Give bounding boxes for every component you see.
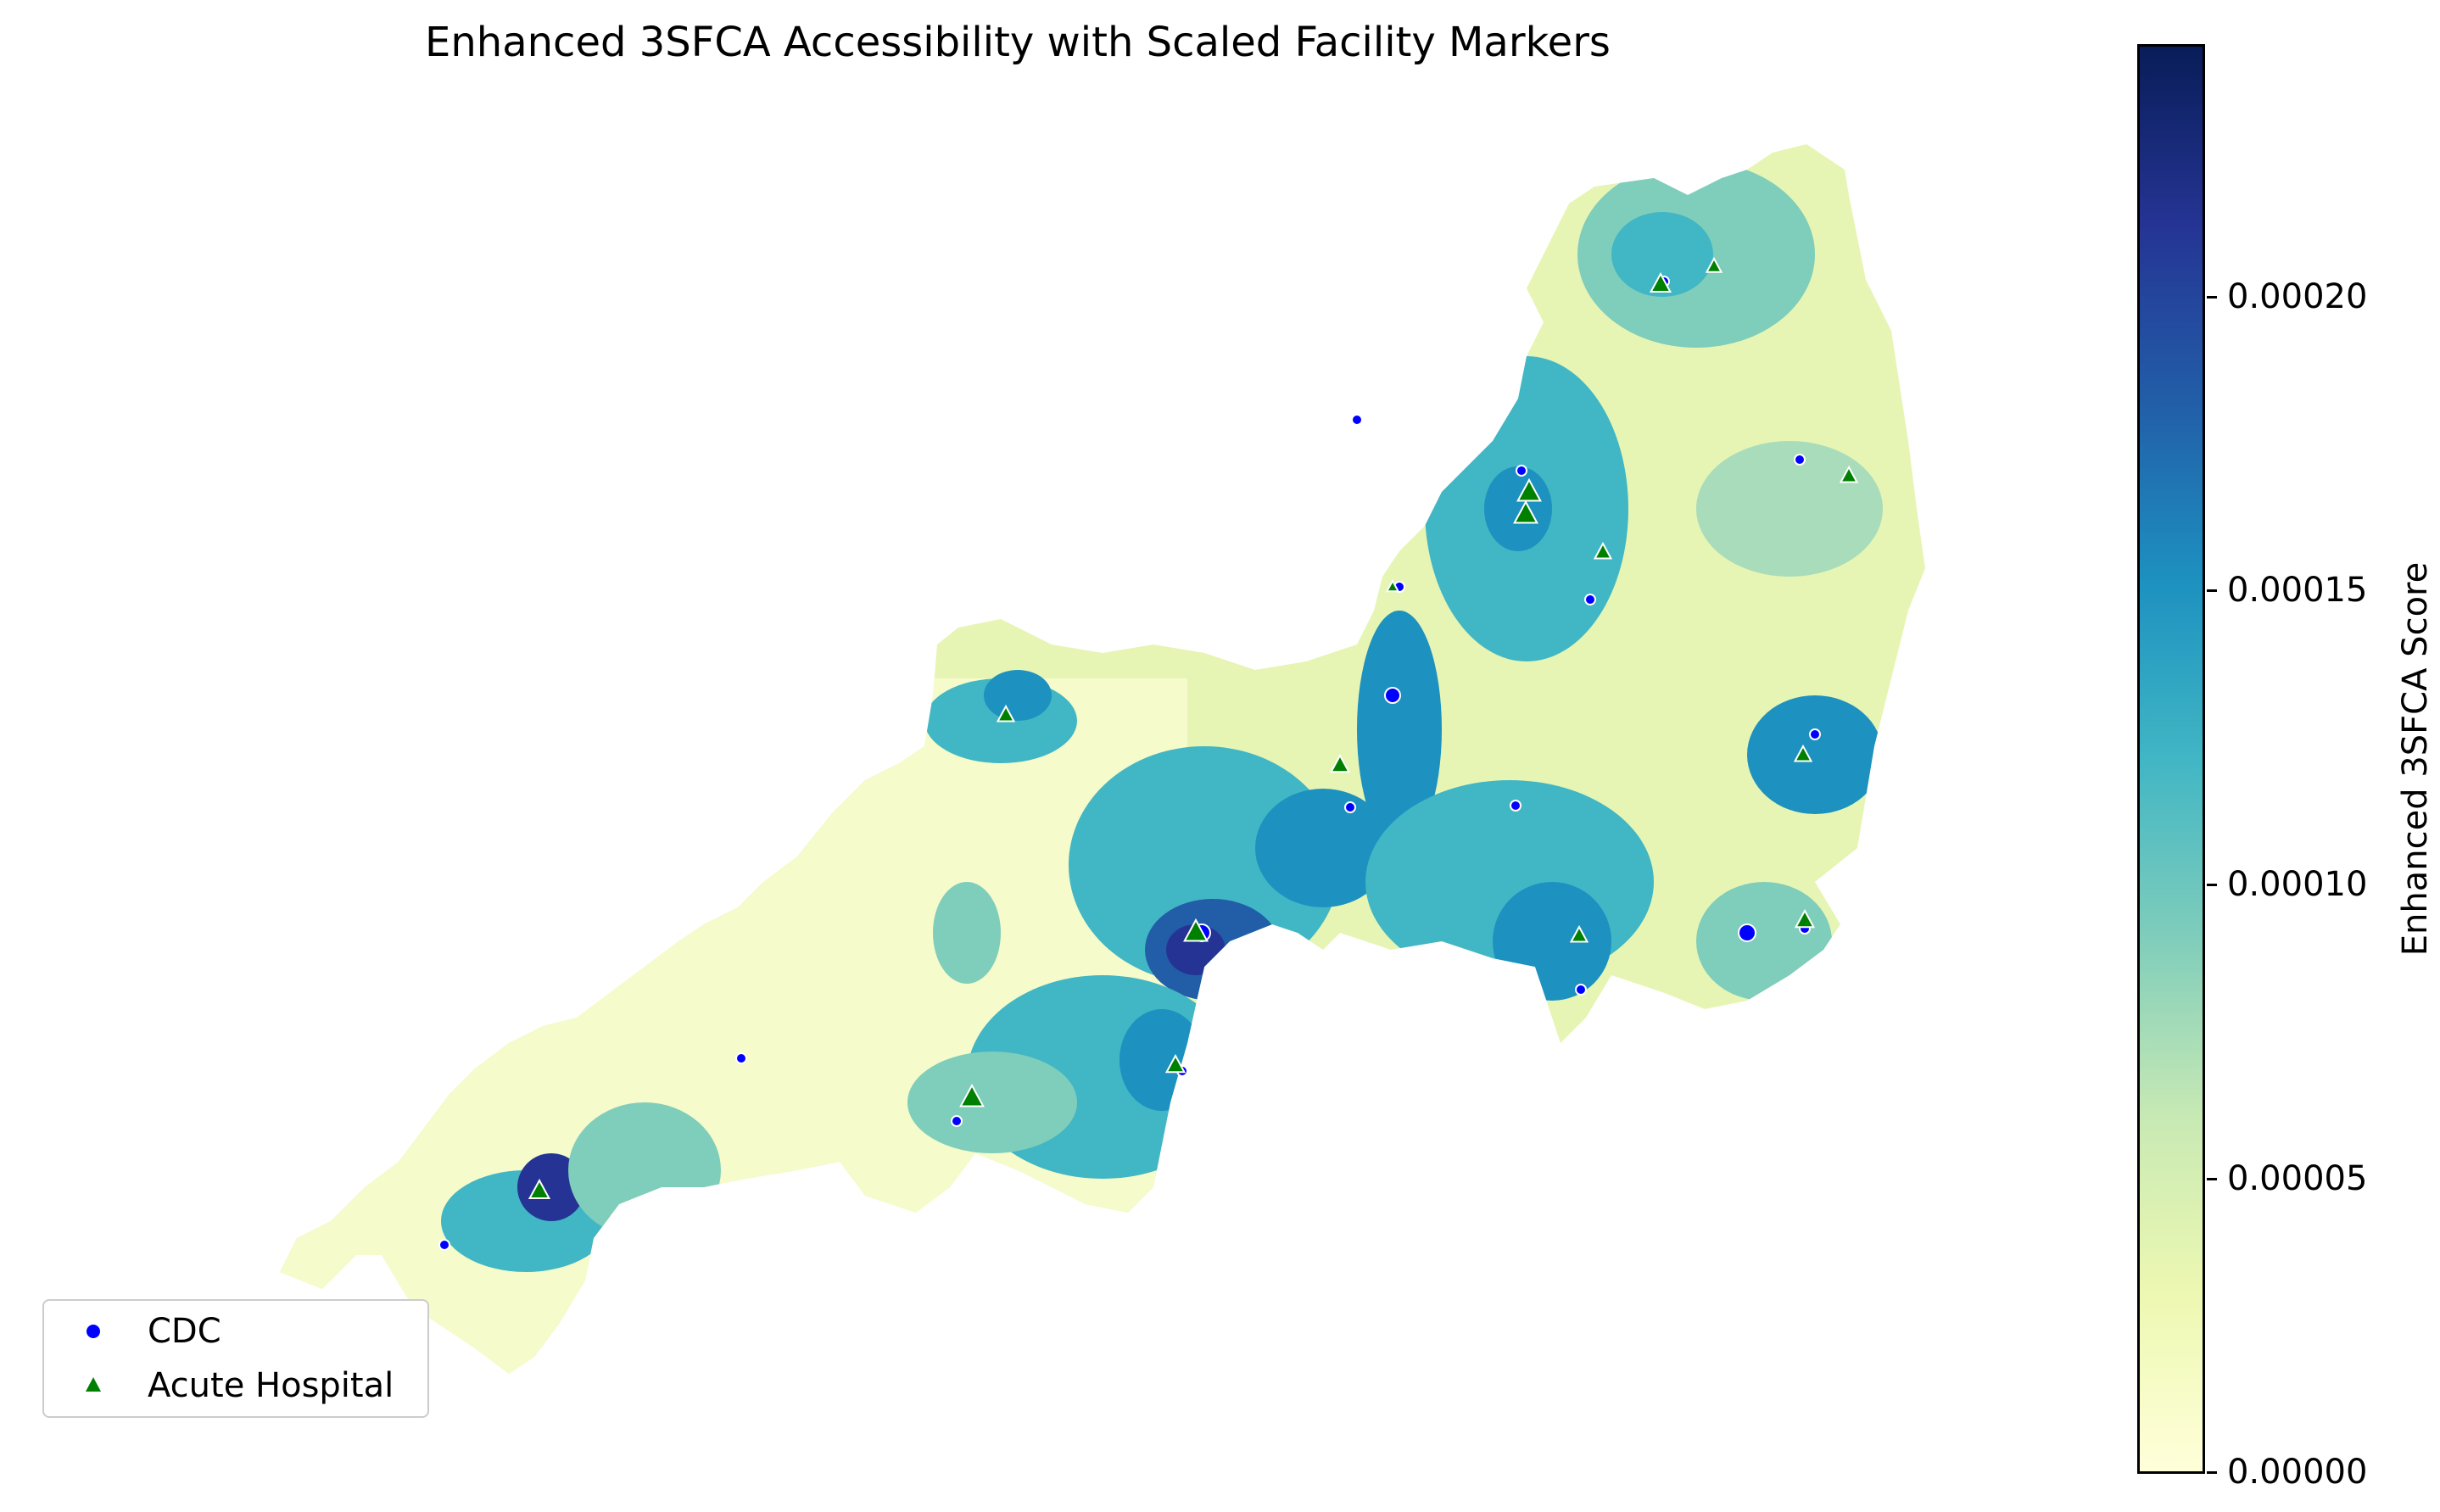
- acute-hospital-marker: [1593, 541, 1613, 560]
- cdc-marker: [1384, 687, 1401, 704]
- colorbar-title: Enhanced 3SFCA Score: [2396, 561, 2435, 957]
- colorbar-tick-label: 0.00010: [2227, 865, 2368, 904]
- colorbar-tick: [2207, 884, 2217, 886]
- map-canvas: [280, 144, 1925, 1374]
- triangle-icon: [86, 1377, 101, 1392]
- acute-hospital-marker: [1794, 908, 1816, 929]
- acute-hospital-marker: [1183, 918, 1209, 942]
- facility-markers: [438, 256, 1859, 1251]
- colorbar: [2137, 44, 2205, 1474]
- cdc-marker: [951, 1115, 963, 1127]
- acute-hospital-marker: [1329, 753, 1351, 773]
- acute-hospital-marker: [1569, 924, 1589, 943]
- acute-hospital-marker: [1839, 465, 1859, 483]
- acute-hospital-marker: [1164, 1053, 1186, 1074]
- acute-hospital-marker: [1516, 477, 1542, 502]
- acute-hospital-marker: [528, 1178, 551, 1199]
- acute-hospital-marker: [959, 1083, 985, 1107]
- colorbar-tick-label: 0.00020: [2227, 277, 2368, 316]
- colorbar-tick: [2207, 1178, 2217, 1180]
- cdc-marker: [1351, 414, 1363, 426]
- cdc-marker: [1584, 594, 1596, 605]
- cdc-marker: [1575, 984, 1587, 996]
- cdc-marker: [1516, 465, 1527, 477]
- cdc-marker: [1809, 728, 1821, 740]
- legend-label: CDC: [148, 1312, 221, 1351]
- cdc-marker: [1510, 800, 1522, 812]
- colorbar-tick-label: 0.00005: [2227, 1159, 2368, 1198]
- map-title: Enhanced 3SFCA Accessibility with Scaled…: [425, 19, 1611, 66]
- cdc-marker: [1738, 923, 1756, 942]
- colorbar-tick: [2207, 1471, 2217, 1474]
- acute-hospital-marker: [1705, 256, 1723, 273]
- cdc-marker: [1344, 801, 1356, 813]
- colorbar-tick-label: 0.00000: [2227, 1453, 2368, 1492]
- acute-hospital-marker: [1513, 499, 1538, 524]
- colorbar-tick-label: 0.00015: [2227, 571, 2368, 610]
- colorbar-tick: [2207, 589, 2217, 592]
- legend-item-cdc: CDC: [44, 1312, 221, 1351]
- acute-hospital-marker: [1793, 744, 1813, 762]
- colorbar-tick: [2207, 296, 2217, 298]
- circle-icon: [87, 1325, 100, 1338]
- cdc-marker: [438, 1239, 450, 1251]
- legend-item-acute-hospital: Acute Hospital: [44, 1366, 394, 1405]
- region-choropleth: [280, 144, 1925, 1374]
- acute-hospital-marker: [996, 704, 1016, 723]
- legend-label: Acute Hospital: [148, 1366, 394, 1405]
- cdc-marker: [735, 1052, 747, 1064]
- cdc-marker: [1794, 454, 1806, 466]
- acute-hospital-marker: [1649, 271, 1672, 293]
- acute-hospital-marker: [1385, 578, 1400, 593]
- legend: CDC Acute Hospital: [42, 1299, 429, 1418]
